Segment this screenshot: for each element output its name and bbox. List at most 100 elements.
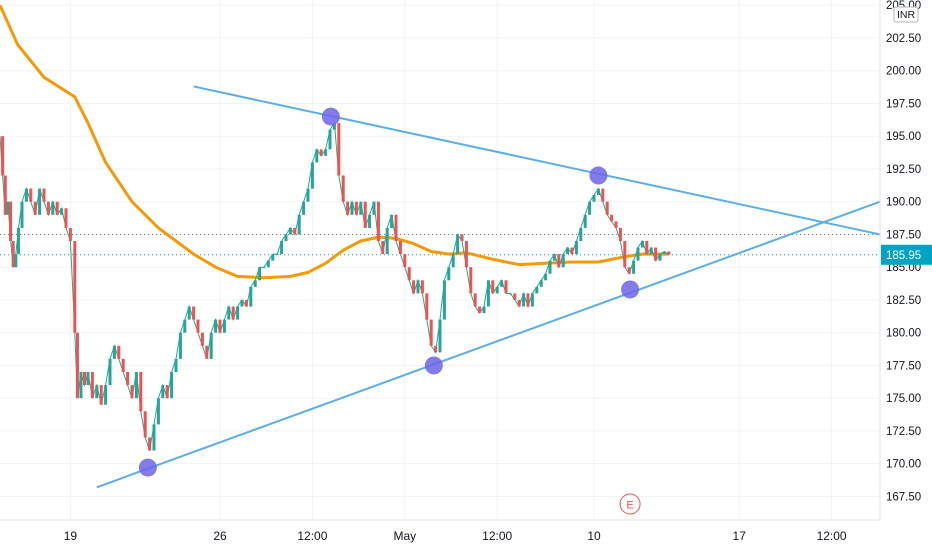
candle	[614, 221, 618, 228]
candle	[64, 208, 68, 228]
candle	[11, 241, 15, 268]
candle	[82, 371, 86, 386]
candle	[117, 345, 121, 359]
candle	[645, 241, 649, 255]
candle	[205, 345, 209, 359]
candle	[456, 234, 460, 255]
candle	[249, 286, 253, 307]
candle	[403, 254, 407, 268]
pivot-marker	[621, 280, 640, 299]
candle	[368, 214, 372, 228]
candle	[517, 299, 521, 307]
candle	[544, 273, 548, 281]
candle	[610, 214, 614, 222]
candle	[500, 280, 504, 287]
candle	[33, 201, 37, 215]
candle	[73, 241, 77, 333]
candle	[38, 188, 42, 215]
candle	[451, 254, 455, 268]
candle	[24, 188, 28, 202]
candle	[156, 398, 160, 425]
candle	[398, 241, 402, 255]
candle	[632, 260, 636, 274]
candle	[623, 241, 627, 268]
svg-text:INR: INR	[897, 9, 916, 21]
price-tick-label: 195.00	[886, 131, 921, 143]
time-axis: 19 26 12:00 May 12:00 10 17 12:00	[64, 529, 847, 543]
candle	[561, 254, 565, 268]
candle	[266, 260, 270, 268]
candle	[200, 332, 204, 346]
candle	[75, 332, 79, 399]
candle	[328, 129, 332, 150]
candle	[618, 227, 622, 242]
candle	[425, 293, 429, 320]
candle	[271, 254, 275, 261]
candle	[51, 201, 55, 215]
time-tick-label: 12:00	[817, 529, 847, 543]
event-circle	[619, 493, 641, 515]
candle	[469, 267, 473, 294]
candle	[3, 175, 7, 215]
candle	[297, 214, 301, 235]
candle	[491, 280, 495, 294]
time-tick-label: 19	[64, 529, 78, 543]
candle	[99, 385, 103, 405]
time-tick-label: 26	[213, 529, 227, 543]
candle	[46, 201, 50, 215]
candle	[548, 260, 552, 274]
time-tick-label: May	[393, 529, 416, 543]
price-tick-label: 167.50	[886, 491, 921, 503]
candle	[236, 306, 240, 320]
candle	[152, 424, 156, 451]
price-tick-label: 175.00	[886, 393, 921, 405]
candle	[605, 201, 609, 215]
candle	[55, 201, 59, 215]
price-tick-label: 190.00	[886, 197, 921, 209]
price-tick-label: 192.50	[886, 164, 921, 176]
candle	[139, 371, 143, 412]
pivot-marker	[424, 356, 443, 375]
candle	[302, 201, 306, 215]
candle	[394, 214, 398, 242]
candle	[240, 299, 244, 307]
price-tick-label: 172.50	[886, 426, 921, 438]
candle	[363, 201, 367, 228]
candle	[253, 280, 257, 287]
candle	[218, 319, 222, 333]
candle	[592, 195, 596, 202]
price-tick-label: 180.00	[886, 328, 921, 340]
candle	[192, 306, 196, 320]
candle	[280, 241, 284, 255]
candle	[429, 319, 433, 346]
candle	[495, 286, 499, 294]
candle	[385, 227, 389, 255]
candle	[535, 286, 539, 294]
candle	[662, 251, 666, 255]
candle	[596, 188, 600, 196]
candle	[275, 254, 279, 256]
candle	[209, 332, 213, 359]
price-tick-label: 170.00	[886, 459, 921, 471]
moving-average	[0, 4, 669, 280]
price-levels	[0, 233, 880, 256]
candle	[557, 254, 561, 268]
time-tick-label: 12:00	[482, 529, 512, 543]
candle	[262, 267, 266, 269]
candle	[6, 201, 10, 215]
candle	[376, 201, 380, 242]
candle	[354, 201, 358, 215]
candle	[324, 149, 328, 156]
candle	[258, 267, 262, 281]
candle	[148, 437, 152, 451]
candle	[412, 280, 416, 294]
candle	[416, 280, 420, 294]
currency-badge: INR	[893, 6, 919, 23]
price-tick-label: 197.50	[886, 98, 921, 110]
candle	[658, 254, 662, 261]
time-tick-label: 17	[733, 529, 747, 543]
candle	[130, 385, 134, 399]
candle	[227, 306, 231, 320]
